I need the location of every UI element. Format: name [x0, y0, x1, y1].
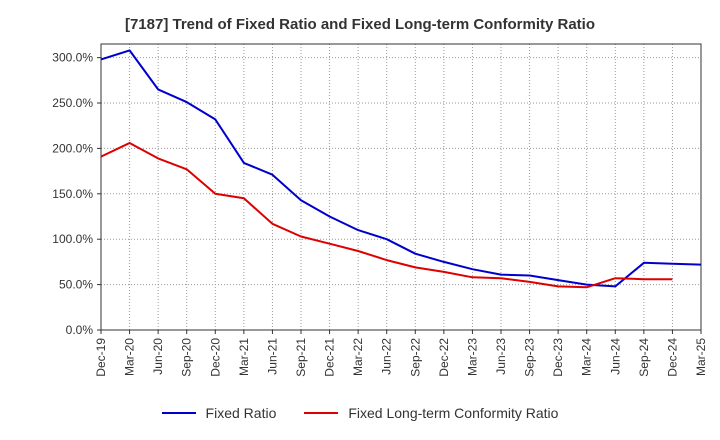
y-tick-label: 50.0%	[59, 278, 93, 292]
y-tick-label: 100.0%	[52, 232, 93, 246]
legend-item-fixed-long-term-conformity-ratio: Fixed Long-term Conformity Ratio	[304, 405, 558, 421]
legend-label-fixed-ratio: Fixed Ratio	[205, 405, 277, 421]
x-tick-label: Dec-20	[208, 338, 222, 377]
legend-swatch-conformity-ratio	[304, 412, 339, 414]
legend: Fixed Ratio Fixed Long-term Conformity R…	[0, 405, 720, 421]
x-tick-label: Jun-21	[265, 338, 279, 375]
x-tick-label: Sep-20	[180, 338, 194, 377]
x-tick-label: Mar-24	[580, 338, 594, 376]
x-tick-label: Jun-24	[608, 338, 622, 375]
x-tick-label: Sep-22	[408, 338, 422, 377]
x-tick-label: Mar-25	[694, 338, 708, 376]
x-tick-label: Dec-23	[551, 338, 565, 377]
x-tick-label: Jun-23	[494, 338, 508, 375]
x-tick-label: Mar-21	[237, 338, 251, 376]
y-tick-label: 200.0%	[52, 141, 93, 155]
legend-label-conformity-ratio: Fixed Long-term Conformity Ratio	[348, 405, 559, 421]
chart-title: [7187] Trend of Fixed Ratio and Fixed Lo…	[124, 16, 596, 33]
x-tick-label: Dec-21	[323, 338, 337, 377]
x-tick-label: Mar-20	[123, 338, 137, 376]
x-tick-label: Jun-22	[380, 338, 394, 375]
legend-item-fixed-ratio: Fixed Ratio	[161, 405, 277, 421]
series-line-fixed-ratio	[100, 49, 702, 288]
y-tick-label: 300.0%	[52, 51, 93, 65]
x-tick-label: Dec-24	[665, 338, 679, 377]
legend-swatch-fixed-ratio	[161, 412, 196, 414]
plot-area	[100, 43, 702, 331]
y-tick-label: 0.0%	[66, 323, 94, 337]
x-tick-label: Dec-22	[437, 338, 451, 377]
x-tick-label: Sep-24	[637, 338, 651, 377]
y-tick-label: 250.0%	[52, 96, 93, 110]
x-tick-label: Sep-21	[294, 338, 308, 377]
x-tick-label: Mar-23	[465, 338, 479, 376]
x-tick-label: Sep-23	[523, 338, 537, 377]
series-line-fixed-long-term-conformity-ratio	[100, 142, 673, 289]
y-tick-label: 150.0%	[52, 187, 93, 201]
x-tick-label: Jun-20	[151, 338, 165, 375]
x-tick-label: Dec-19	[94, 338, 108, 377]
x-tick-label: Mar-22	[351, 338, 365, 376]
